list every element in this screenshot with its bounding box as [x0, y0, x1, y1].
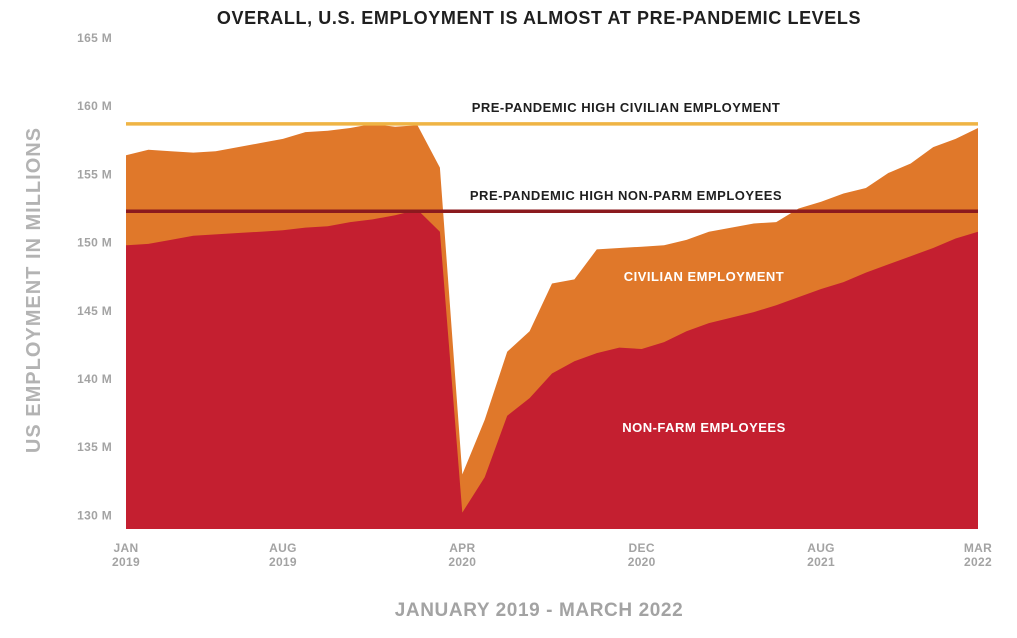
x-tick-month: AUG: [807, 541, 835, 555]
x-tick-month: JAN: [114, 541, 139, 555]
y-tick-label: 165 M: [77, 31, 112, 45]
x-tick-year: 2022: [964, 555, 992, 569]
x-tick-month: MAR: [964, 541, 992, 555]
x-tick-month: DEC: [629, 541, 655, 555]
pre-pandemic-nonfarm-high-label: PRE-PANDEMIC HIGH NON-PARM EMPLOYEES: [470, 188, 782, 203]
x-tick-label: AUG 2019: [269, 541, 297, 569]
x-tick-year: 2019: [112, 555, 140, 569]
x-tick-label: AUG 2021: [807, 541, 835, 569]
y-tick-label: 130 M: [77, 508, 112, 522]
non-farm-employees-area: [126, 209, 978, 530]
y-tick-label: 155 M: [77, 167, 112, 181]
area-series: [126, 123, 978, 530]
x-tick-label: DEC 2020: [628, 541, 656, 569]
x-tick-year: 2019: [269, 555, 297, 569]
chart-title: OVERALL, U.S. EMPLOYMENT IS ALMOST AT PR…: [217, 8, 861, 28]
y-tick-label: 160 M: [77, 99, 112, 113]
civilian-employment-annotation: CIVILIAN EMPLOYMENT: [624, 269, 784, 284]
y-axis-label: US EMPLOYMENT IN MILLIONS: [23, 127, 45, 453]
x-tick-year: 2021: [807, 555, 835, 569]
reference-lines: [126, 122, 978, 213]
x-tick-label: MAR 2022: [964, 541, 992, 569]
y-tick-label: 140 M: [77, 372, 112, 386]
non-farm-employees-annotation: NON-FARM EMPLOYEES: [622, 420, 786, 435]
y-axis-ticks: 130 M 135 M 140 M 145 M 150 M 155 M 160 M 165 M: [77, 31, 112, 522]
x-tick-year: 2020: [448, 555, 476, 569]
x-axis-label: JANUARY 2019 - MARCH 2022: [395, 600, 684, 621]
x-tick-year: 2020: [628, 555, 656, 569]
y-tick-label: 150 M: [77, 236, 112, 250]
y-tick-label: 135 M: [77, 440, 112, 454]
y-tick-label: 145 M: [77, 304, 112, 318]
x-tick-label: APR 2020: [448, 541, 476, 569]
pre-pandemic-civilian-high-label: PRE-PANDEMIC HIGH CIVILIAN EMPLOYMENT: [472, 100, 781, 115]
x-tick-label: JAN 2019: [112, 541, 140, 569]
x-tick-month: APR: [449, 541, 475, 555]
x-tick-month: AUG: [269, 541, 297, 555]
